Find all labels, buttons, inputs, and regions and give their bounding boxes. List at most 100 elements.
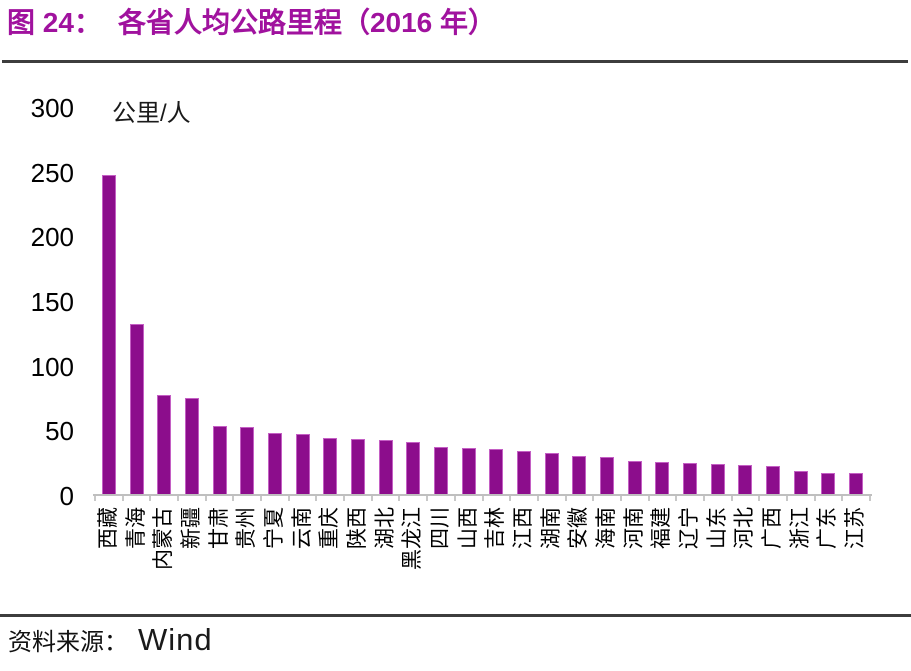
bar — [378, 440, 393, 496]
bar — [157, 395, 172, 496]
bar — [517, 451, 532, 496]
y-tick-label: 250 — [30, 157, 74, 188]
y-tick-label: 150 — [30, 287, 74, 317]
x-axis-tick — [287, 496, 290, 501]
bar — [627, 461, 642, 496]
x-tick-label: 辽宁 — [678, 507, 702, 549]
x-tick-label: 江苏 — [844, 507, 868, 549]
x-tick-label: 宁夏 — [262, 507, 286, 549]
bar-chart: 公里/人 0 50 100 150 200 250 300 西藏 青海 内蒙古 新疆 甘肃 贵州 宁夏云… — [0, 63, 911, 612]
bar — [101, 175, 116, 496]
x-tick-label: 黑龙江 — [401, 507, 425, 570]
bar — [600, 457, 615, 496]
source-note: 资料来源： Wind — [8, 622, 213, 658]
figure-title: 图 24： 各省人均公路里程（2016 年） — [7, 6, 496, 40]
bar — [572, 456, 587, 496]
bar — [793, 471, 808, 496]
x-tick-label: 青海 — [124, 507, 148, 549]
bar — [406, 442, 421, 496]
bar — [683, 463, 698, 496]
bar — [129, 324, 144, 496]
x-axis-tick — [702, 496, 705, 501]
x-tick-label: 重庆 — [318, 507, 342, 549]
bar — [350, 439, 365, 496]
x-axis-tick — [204, 496, 207, 501]
x-tick-label: 山西 — [456, 507, 480, 549]
x-tick-label: 湖北 — [373, 507, 397, 549]
x-axis-tick — [343, 496, 346, 501]
figure-title-text: 各省人均公路里程（2016 年） — [117, 7, 497, 38]
x-axis-tick — [536, 496, 539, 501]
x-axis-tick — [647, 496, 650, 501]
x-tick-label: 贵州 — [235, 507, 259, 549]
x-axis-tick — [785, 496, 788, 501]
x-tick-label: 浙江 — [788, 507, 812, 549]
x-axis-tick — [675, 496, 678, 501]
x-axis-tick — [758, 496, 761, 501]
x-tick-label: 河北 — [733, 507, 757, 549]
x-axis-tick — [481, 496, 484, 501]
x-axis-tick — [453, 496, 456, 501]
figure-number: 图 24： — [7, 7, 102, 38]
bar — [295, 434, 310, 496]
x-axis-tick — [315, 496, 318, 501]
x-axis-tick — [370, 496, 373, 501]
y-tick-label: 100 — [30, 351, 74, 382]
x-axis-tick — [813, 496, 816, 501]
x-axis-tick — [232, 496, 235, 501]
x-tick-label: 湖南 — [539, 507, 563, 549]
x-tick-label: 福建 — [650, 507, 674, 549]
bar — [738, 465, 753, 496]
title-divider — [2, 60, 908, 63]
bar — [544, 453, 559, 496]
x-axis-line — [93, 494, 872, 496]
x-axis-tick — [592, 496, 595, 501]
x-tick-label: 江西 — [512, 507, 535, 549]
y-tick-label: 200 — [30, 222, 74, 253]
y-tick-label: 300 — [30, 93, 74, 123]
x-axis-tick — [398, 496, 401, 501]
bar — [184, 398, 199, 496]
x-axis-tick — [730, 496, 733, 501]
y-axis-unit-label: 公里/人 — [112, 100, 191, 127]
bar — [240, 427, 255, 496]
x-tick-label: 四川 — [428, 507, 452, 549]
x-axis-tick — [149, 496, 152, 501]
x-tick-label: 广东 — [816, 507, 840, 549]
x-axis-tick — [260, 496, 263, 501]
x-axis-tick — [121, 496, 124, 501]
bar — [710, 464, 725, 496]
bar — [766, 466, 781, 496]
x-tick-label: 甘肃 — [207, 507, 231, 549]
bar — [267, 433, 282, 496]
bar — [212, 426, 227, 496]
bar — [849, 473, 864, 496]
x-tick-label: 河南 — [622, 507, 646, 549]
bar — [655, 462, 670, 496]
bar — [433, 447, 448, 496]
source-label: 资料来源： — [8, 630, 128, 656]
x-axis-tick — [177, 496, 180, 501]
y-tick-label: 50 — [45, 416, 74, 447]
x-tick-label: 新疆 — [179, 507, 203, 549]
y-tick-label: 0 — [59, 481, 74, 511]
x-tick-label: 内蒙古 — [152, 507, 176, 570]
x-axis-tick — [841, 496, 844, 501]
bar — [821, 473, 836, 496]
x-axis-tick — [426, 496, 429, 501]
bar — [323, 438, 338, 496]
x-tick-label: 海南 — [595, 507, 619, 549]
x-axis-tick — [509, 496, 512, 501]
bar — [489, 449, 504, 496]
x-axis-tick — [619, 496, 622, 501]
x-tick-label: 安徽 — [567, 507, 591, 549]
x-tick-label: 云南 — [290, 507, 314, 549]
x-tick-label: 西藏 — [96, 507, 120, 549]
x-tick-label: 山东 — [705, 507, 729, 549]
x-tick-label: 陕西 — [345, 507, 369, 549]
x-axis-tick — [564, 496, 567, 501]
footer-divider — [0, 614, 911, 617]
x-axis-tick — [869, 496, 871, 501]
bar — [461, 448, 476, 496]
